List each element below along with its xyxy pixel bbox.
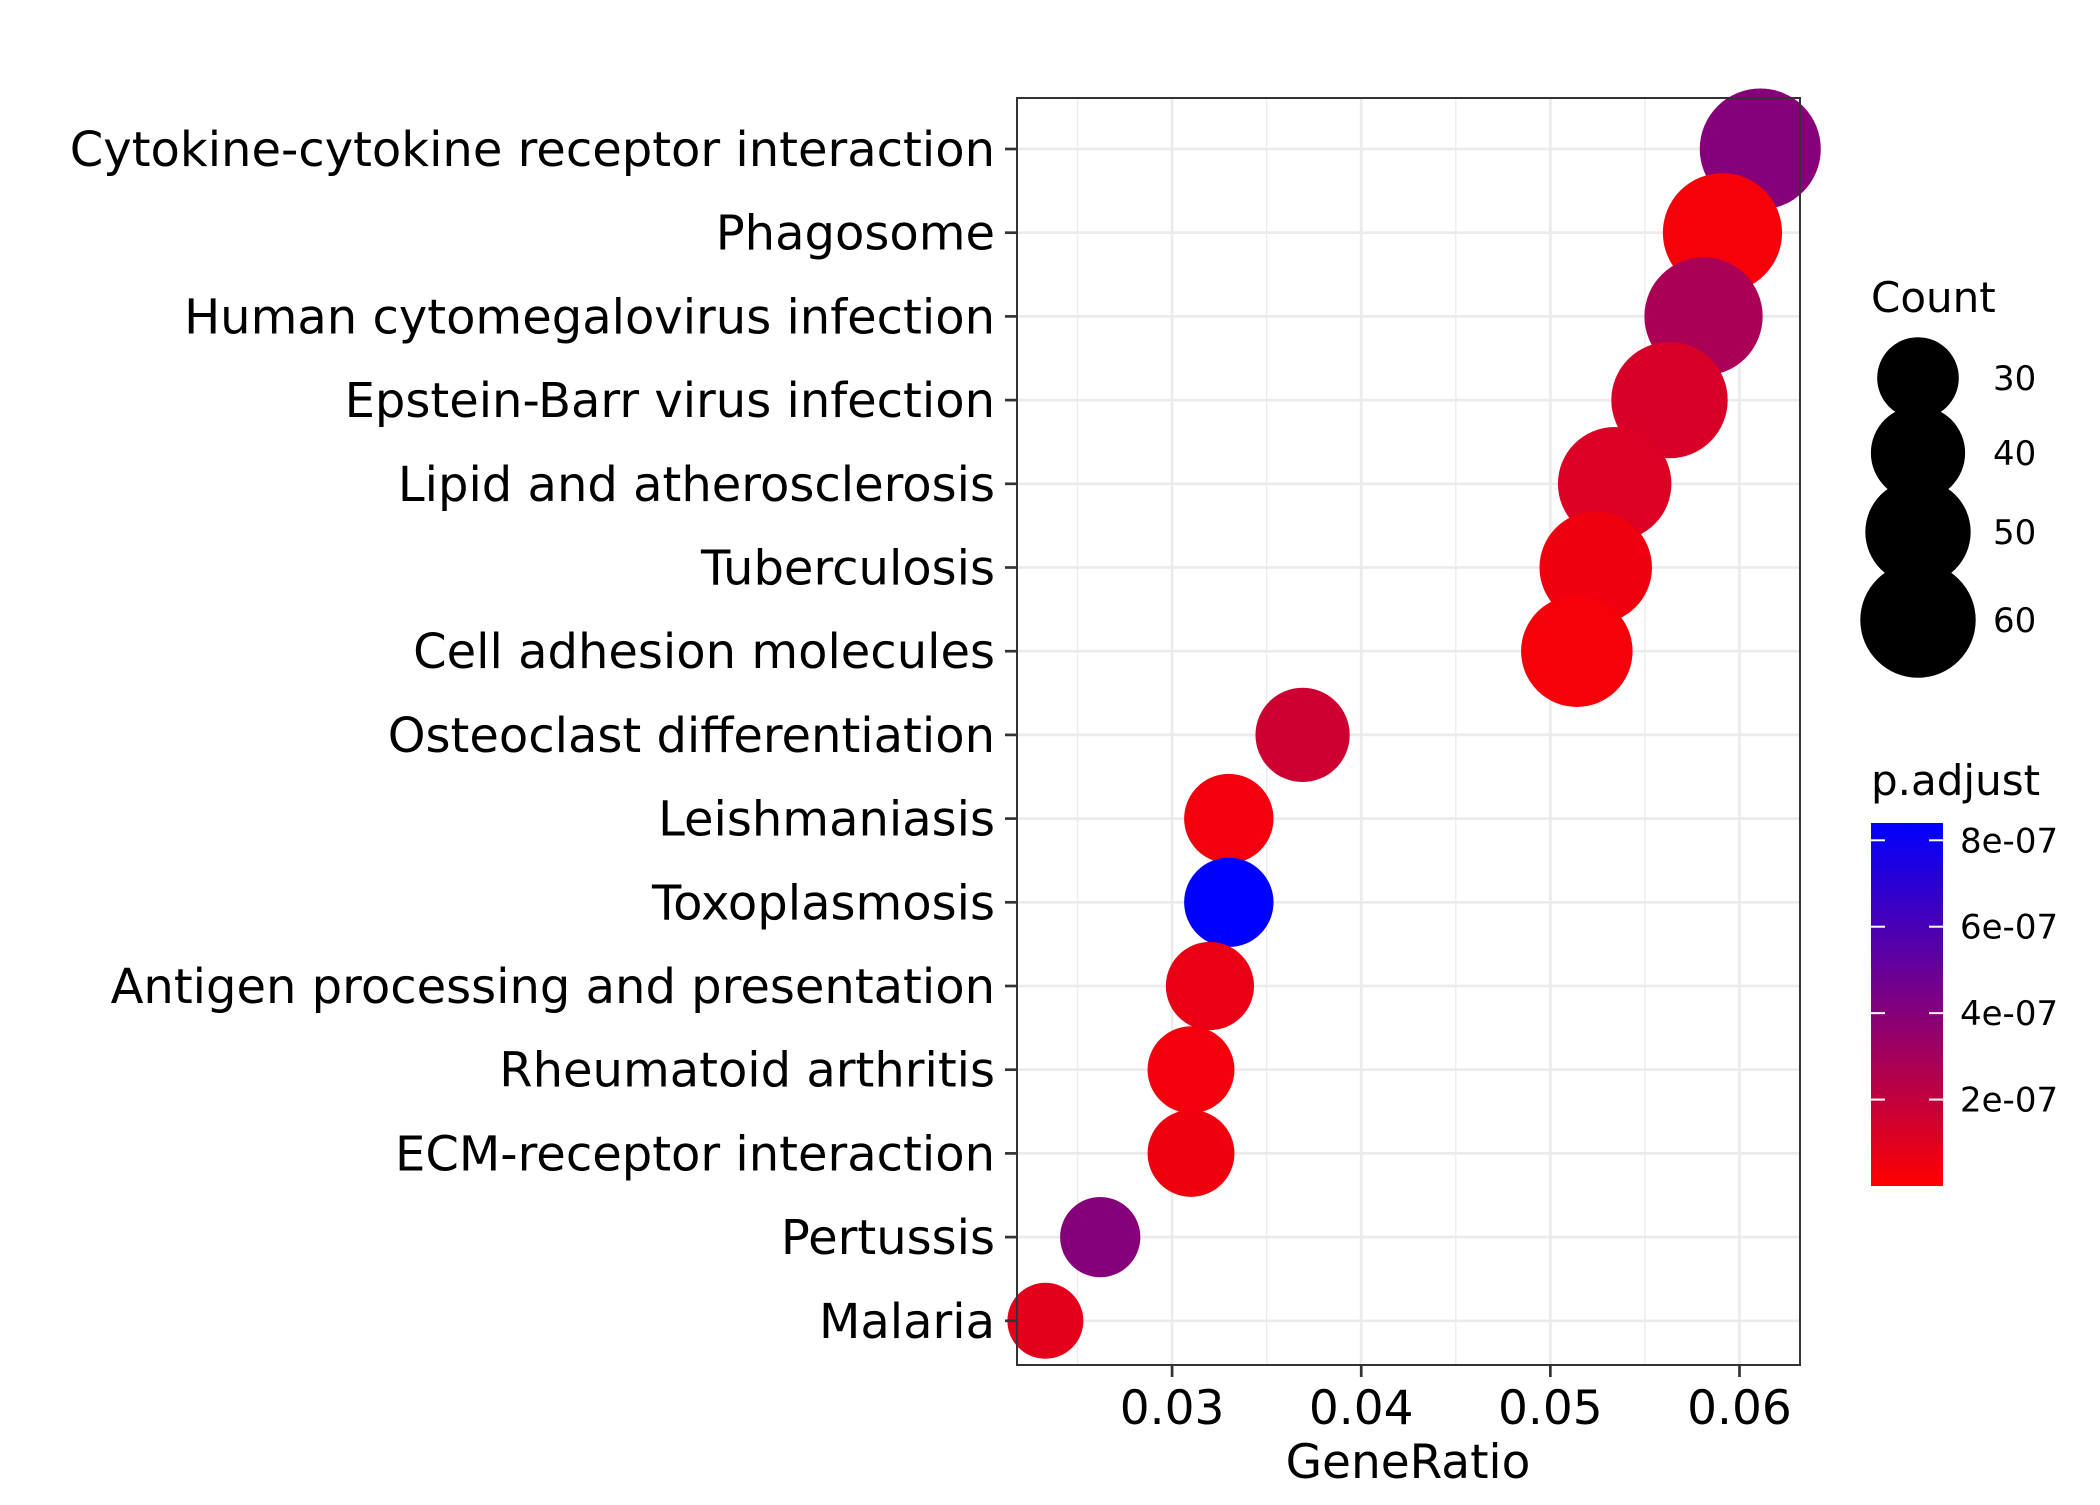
data-point (1611, 341, 1728, 459)
data-point (1255, 687, 1350, 783)
plot-panel-border (1016, 97, 1801, 1366)
data-point (1539, 511, 1652, 624)
size-legend-label: 60 (1993, 601, 2036, 641)
size-legend-key (1860, 562, 1976, 678)
y-category-label: Epstein-Barr virus infection (345, 373, 995, 429)
x-axis: 0.03 0.04 0.05 0.06 (1120, 1365, 1792, 1436)
y-category-label: Pertussis (781, 1210, 995, 1266)
x-tick-label: 0.04 (1309, 1381, 1414, 1436)
data-point (1184, 857, 1274, 947)
x-axis-title: GeneRatio (1286, 1435, 1531, 1490)
y-axis: Cytokine-cytokine receptor interaction Ph… (70, 122, 1017, 1350)
color-legend-title: p.adjust (1871, 756, 2040, 805)
size-legend-label: 40 (1993, 434, 2036, 474)
data-point (1521, 595, 1633, 707)
data-points (1007, 88, 1821, 1359)
y-category-label: ECM-receptor interaction (395, 1126, 995, 1182)
x-tick-label: 0.03 (1120, 1381, 1225, 1436)
x-tick-label: 0.05 (1498, 1381, 1603, 1436)
y-category-label: Phagosome (716, 206, 995, 262)
size-legend-label: 50 (1993, 513, 2036, 553)
color-legend: p.adjust 2e-07 4e-07 6e-07 8e-07 (1871, 756, 2058, 1186)
color-legend-label: 8e-07 (1960, 821, 2058, 861)
color-bar (1871, 823, 1943, 1186)
size-legend-key (1865, 479, 1971, 585)
y-category-label: Cell adhesion molecules (413, 624, 995, 680)
data-point (1184, 773, 1274, 864)
size-legend-title: Count (1871, 273, 1996, 322)
data-point (1147, 1109, 1235, 1197)
y-category-label: Toxoplasmosis (651, 875, 995, 931)
y-category-label: Cytokine-cytokine receptor interaction (70, 122, 995, 178)
data-point (1165, 941, 1254, 1031)
size-legend: Count 30 40 50 60 (1860, 273, 2036, 678)
y-category-label: Human cytomegalovirus infection (184, 289, 995, 345)
data-point (1060, 1196, 1141, 1278)
y-category-label: Tuberculosis (700, 541, 995, 597)
size-legend-key (1877, 337, 1959, 419)
color-legend-label: 2e-07 (1960, 1081, 2058, 1121)
color-legend-label: 4e-07 (1960, 994, 2058, 1034)
y-category-label: Leishmaniasis (658, 792, 995, 848)
color-legend-label: 6e-07 (1960, 908, 2058, 948)
y-category-label: Antigen processing and presentation (111, 959, 995, 1015)
size-legend-key (1870, 405, 1966, 501)
data-point (1007, 1282, 1084, 1359)
y-category-label: Malaria (819, 1294, 995, 1350)
y-category-label: Lipid and atherosclerosis (398, 457, 995, 513)
y-category-label: Rheumatoid arthritis (499, 1043, 995, 1099)
y-category-label: Osteoclast differentiation (388, 708, 995, 764)
data-point (1147, 1026, 1235, 1114)
x-tick-label: 0.06 (1687, 1381, 1792, 1436)
size-legend-label: 30 (1993, 359, 2036, 399)
